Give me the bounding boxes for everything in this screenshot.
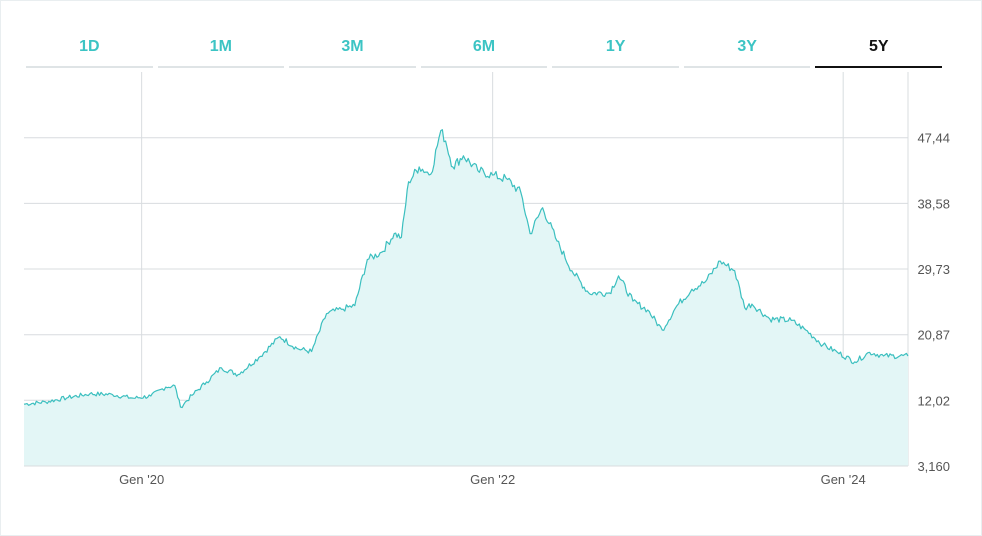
tab-1y[interactable]: 1Y bbox=[552, 28, 679, 68]
tab-1m[interactable]: 1M bbox=[157, 28, 285, 68]
tab-5y[interactable]: 5Y bbox=[815, 28, 943, 68]
period-tabs: 1D 1M 3M 6M 1Y 3Y 5Y bbox=[26, 28, 943, 68]
x-tick-label: Gen '20 bbox=[119, 472, 164, 487]
x-tick-label: Gen '22 bbox=[470, 472, 515, 487]
y-tick-label: 47,44 bbox=[917, 131, 950, 146]
price-area bbox=[24, 129, 908, 466]
x-tick-label: Gen '24 bbox=[821, 472, 866, 487]
tab-3m[interactable]: 3M bbox=[289, 28, 416, 68]
price-line bbox=[23, 129, 909, 409]
y-tick-label: 29,73 bbox=[917, 262, 950, 277]
tab-6m[interactable]: 6M bbox=[420, 28, 548, 68]
y-tick-label: 20,87 bbox=[917, 328, 950, 343]
tab-1d[interactable]: 1D bbox=[26, 28, 153, 68]
y-tick-label: 3,160 bbox=[917, 459, 950, 474]
y-tick-label: 38,58 bbox=[917, 196, 950, 211]
tab-3y[interactable]: 3Y bbox=[683, 28, 811, 68]
y-tick-label: 12,02 bbox=[917, 393, 950, 408]
